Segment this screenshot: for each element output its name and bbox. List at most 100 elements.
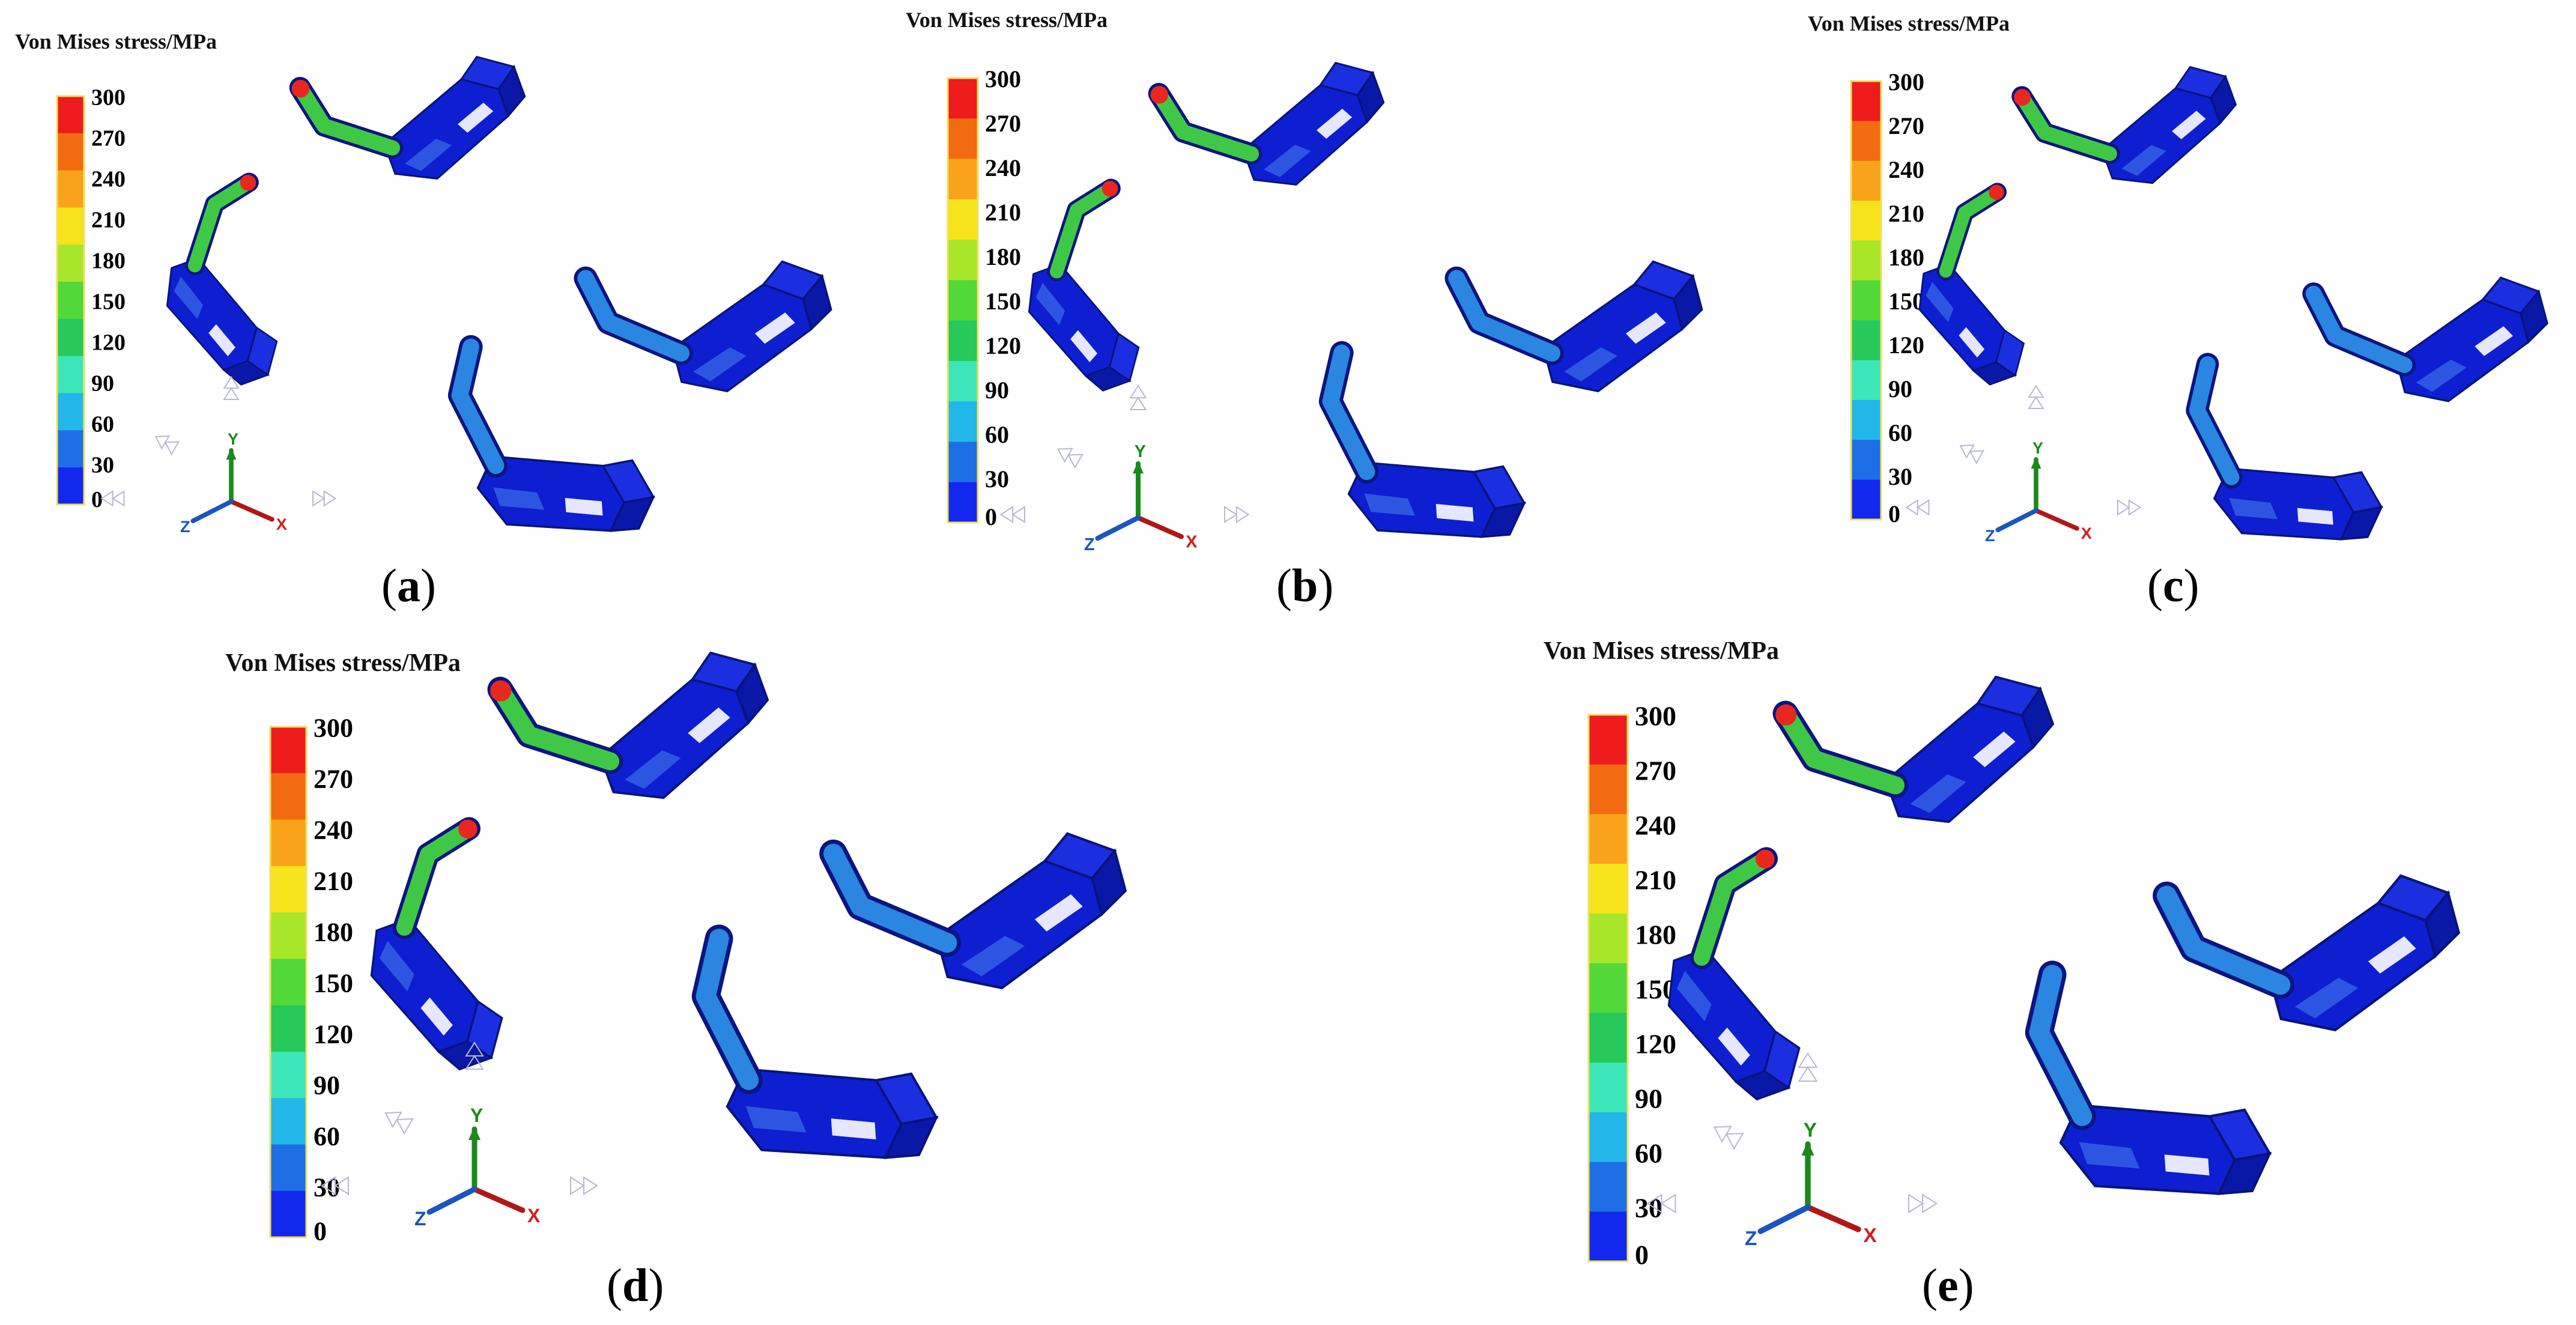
colorbar-band — [270, 1005, 306, 1052]
colorbar-band — [270, 727, 306, 774]
x-axis — [471, 1186, 526, 1213]
nav-rotate-icon — [384, 1111, 414, 1135]
colorbar-tick-label: 150 — [314, 969, 353, 998]
colorbar-tick-label: 240 — [91, 166, 126, 192]
colorbar-tick-label: 120 — [985, 332, 1021, 359]
colorbar-band — [57, 96, 84, 134]
colorbar-band — [57, 318, 84, 357]
caption-e: (e) — [1922, 1259, 1974, 1311]
lower-right-bracket — [2153, 874, 2461, 1032]
colorbar-tick-label: 240 — [1635, 810, 1676, 840]
panel-d: Von Mises stress/MPa 300 270 240 210 180 150 1… — [0, 637, 1285, 1325]
x-axis-label: X — [527, 1205, 541, 1226]
caption-c: (c) — [2147, 559, 2199, 611]
nav-right-icon — [570, 1176, 598, 1195]
colorbar-band — [1589, 1162, 1628, 1212]
coordinate-triad: Y X Z — [1905, 384, 2142, 545]
colorbar-tick-label: 30 — [314, 1173, 340, 1202]
x-axis — [2034, 508, 2079, 531]
lower-right-bracket — [2302, 276, 2548, 402]
colorbar-tick-label: 150 — [91, 289, 126, 314]
z-axis — [1757, 1204, 1811, 1234]
nav-left-icon — [100, 490, 125, 507]
caption-b: (b) — [1276, 559, 1334, 611]
nav-up-icon — [2028, 384, 2044, 409]
colorbar-tick-label: 240 — [985, 154, 1021, 181]
panel-e: Von Mises stress/MPa 300 270 240 210 180 150 1… — [1285, 637, 2576, 1325]
nav-right-icon — [1908, 1193, 1938, 1214]
left-bracket — [370, 817, 503, 1071]
colorbar-band — [1851, 479, 1881, 520]
colorbar-band — [270, 819, 306, 867]
colorbar-tick-label: 270 — [314, 765, 353, 794]
colorbar-border — [1587, 714, 1629, 1263]
z-axis — [1095, 515, 1141, 541]
colorbar-tick-label: 0 — [91, 487, 103, 512]
colorbar-band — [1851, 240, 1881, 281]
y-arrow — [468, 1126, 480, 1140]
colorbar-tick-label: 180 — [91, 248, 126, 273]
nav-rotate-icon — [154, 435, 180, 456]
colorbar-tick-label: 300 — [314, 714, 353, 743]
z-axis-label: Z — [1084, 535, 1095, 554]
legend-title: Von Mises stress/MPa — [1544, 637, 1779, 665]
z-axis — [1995, 508, 2038, 533]
upper-bracket — [2011, 65, 2237, 184]
colorbar-band — [1851, 320, 1881, 361]
colorbar-band — [1851, 160, 1881, 201]
nav-up-icon — [465, 1042, 484, 1070]
colorbar-band — [57, 133, 84, 171]
panel-c: Von Mises stress/MPa 300 270 240 210 180 150 1… — [1718, 0, 2576, 637]
colorbar-band — [1589, 1013, 1628, 1063]
nav-right-icon — [2117, 499, 2142, 516]
x-axis — [1805, 1204, 1861, 1233]
nav-rotate-icon — [1713, 1126, 1744, 1150]
nav-right-icon — [1224, 506, 1250, 524]
colorbar-tick-label: 150 — [1888, 288, 1924, 315]
colorbar-tick-label: 210 — [91, 207, 126, 232]
y-axis-label: Y — [228, 429, 238, 448]
colorbar-band — [1589, 814, 1628, 864]
coordinate-triad: Y X Z — [999, 384, 1250, 554]
colorbar-tick-label: 270 — [1635, 755, 1676, 786]
colorbar-band — [948, 441, 978, 483]
colorbar-tick-label: 90 — [91, 371, 114, 396]
colorbar-band — [57, 393, 84, 431]
colorbar-tick-label: 0 — [1888, 500, 1900, 527]
lower-left-bracket — [447, 335, 655, 532]
caption-a: (a) — [381, 559, 436, 611]
y-arrow — [1133, 461, 1144, 474]
colorbar-tick-label: 120 — [1635, 1028, 1676, 1059]
colorbar-band — [270, 1190, 306, 1238]
colorbar-tick-label: 0 — [314, 1216, 327, 1246]
coordinate-triad: Y X Z — [1646, 1052, 1938, 1250]
y-axis-label: Y — [2032, 438, 2043, 457]
colorbar-band — [57, 244, 84, 282]
colorbar-tick-label: 60 — [1635, 1138, 1662, 1168]
lower-left-bracket — [691, 924, 939, 1159]
colorbar-tick-label: 60 — [91, 411, 114, 437]
y-arrow — [226, 447, 237, 460]
colorbar-band — [948, 118, 978, 160]
upper-bracket — [289, 55, 526, 180]
colorbar-tick-label: 60 — [314, 1122, 340, 1151]
caption-d: (d) — [607, 1259, 664, 1311]
coordinate-triad: Y X Z — [321, 1042, 598, 1229]
colorbar-band — [948, 401, 978, 442]
colorbar-band — [948, 360, 978, 402]
colorbar-band — [948, 280, 978, 321]
colorbar-band — [1851, 81, 1881, 121]
left-bracket — [166, 172, 278, 386]
lower-left-bracket — [1318, 341, 1526, 538]
colorbar-band — [1589, 963, 1628, 1013]
colorbar-band — [1851, 121, 1881, 162]
colorbar-tick-label: 210 — [1635, 864, 1676, 895]
colorbar-tick-label: 90 — [314, 1071, 340, 1100]
colorbar-border — [56, 95, 85, 506]
colorbar-tick-label: 0 — [1635, 1240, 1649, 1270]
